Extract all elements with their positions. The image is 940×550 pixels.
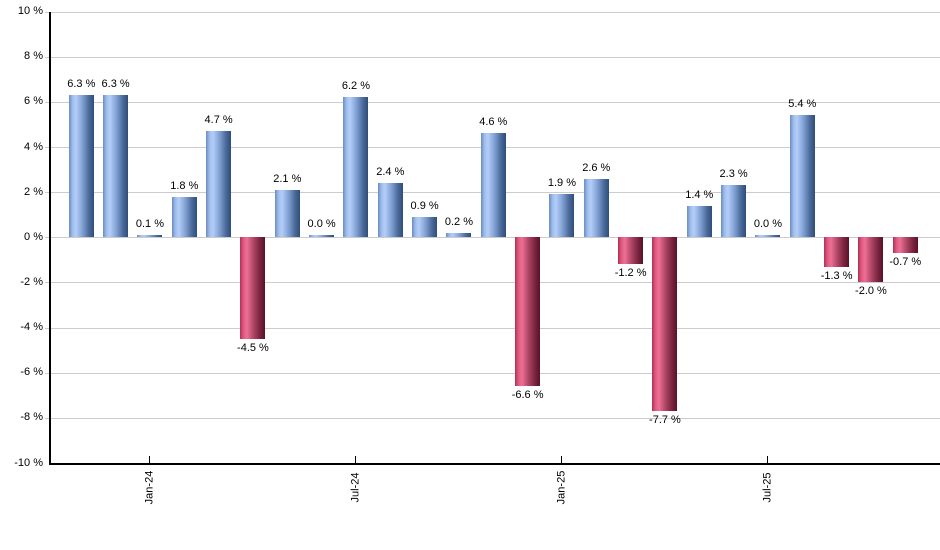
bar [137,235,163,238]
bar [274,189,300,238]
bar-value-label: 4.7 % [204,114,233,127]
bar-value-label: 2.6 % [582,161,611,174]
y-axis-line [49,11,51,465]
bar [686,205,712,238]
bar-value-label: 0.0 % [307,218,336,231]
bar [309,235,335,238]
gridline [45,11,940,13]
bar [892,237,918,254]
bar [515,237,541,387]
y-axis-tick-label: -2 % [20,275,43,288]
bar [103,95,129,238]
bar [618,237,644,265]
bar [171,196,197,238]
bar [480,133,506,238]
bar [721,185,747,238]
bar-value-label: 2.4 % [376,166,405,179]
y-axis-tick-label: -8 % [20,411,43,424]
bar [377,183,403,238]
x-axis-tick [149,456,151,464]
bar [652,237,678,412]
y-axis-tick-label: 8 % [24,50,43,63]
bar [68,95,94,238]
bar [343,97,369,238]
x-axis-tick-label: Jan-25 [555,470,568,505]
bar-value-label: 0.9 % [410,199,439,212]
x-axis-line [49,463,940,465]
bar-value-label: -0.7 % [889,256,922,269]
y-axis-tick-label: -4 % [20,321,43,334]
gridline [45,56,940,58]
bar-value-label: 0.1 % [135,218,165,231]
bar [446,232,472,238]
x-axis-tick [561,456,563,464]
y-axis-tick-label: 10 % [17,5,43,18]
x-axis-tick-label: Jul-25 [761,472,774,503]
bar-value-label: 5.4 % [788,98,817,111]
bar-value-label: 1.9 % [547,177,577,190]
y-axis-tick-label: 6 % [24,95,43,108]
bar [206,131,232,238]
gridline [45,372,940,374]
bar [789,115,815,238]
bar [824,237,850,267]
bar-value-label: 6.3 % [101,78,130,91]
gridline [45,327,940,329]
bar-value-label: 6.2 % [341,80,371,93]
y-axis-tick-label: 4 % [24,140,43,153]
gridline [45,101,940,103]
y-axis-tick-label: -10 % [14,456,43,469]
bar-value-label: -2.0 % [855,285,887,298]
bar [549,194,575,238]
y-axis-tick-label: 2 % [24,185,43,198]
bar-value-label: -7.7 % [649,414,681,427]
bar-value-label: 0.2 % [444,215,474,228]
bar-value-label: 6.3 % [67,78,96,91]
bar [858,237,884,283]
bar-value-label: -1.3 % [820,269,853,282]
gridline [45,237,940,239]
bar-value-label: 0.0 % [753,218,783,231]
bar [755,235,781,238]
bar [583,178,609,238]
bar-value-label: 2.3 % [719,168,748,181]
bar-value-label: -1.2 % [614,267,647,280]
y-axis-tick-label: -6 % [20,366,43,379]
bar-value-label: -4.5 % [237,341,269,354]
bar-value-label: -6.6 % [511,389,544,402]
bar [240,237,266,339]
x-axis-tick [767,456,769,464]
gridline [45,417,940,419]
bar-value-label: 4.6 % [479,116,508,129]
y-axis-tick-label: 0 % [24,230,43,243]
bar-value-label: 2.1 % [273,172,302,185]
x-axis-tick-label: Jan-24 [143,470,156,505]
x-axis-tick-label: Jul-24 [349,472,362,503]
x-axis-tick [355,456,357,464]
gridline [45,282,940,284]
bar [412,216,438,238]
bar-value-label: 1.4 % [685,188,714,201]
bar-value-label: 1.8 % [170,179,199,192]
